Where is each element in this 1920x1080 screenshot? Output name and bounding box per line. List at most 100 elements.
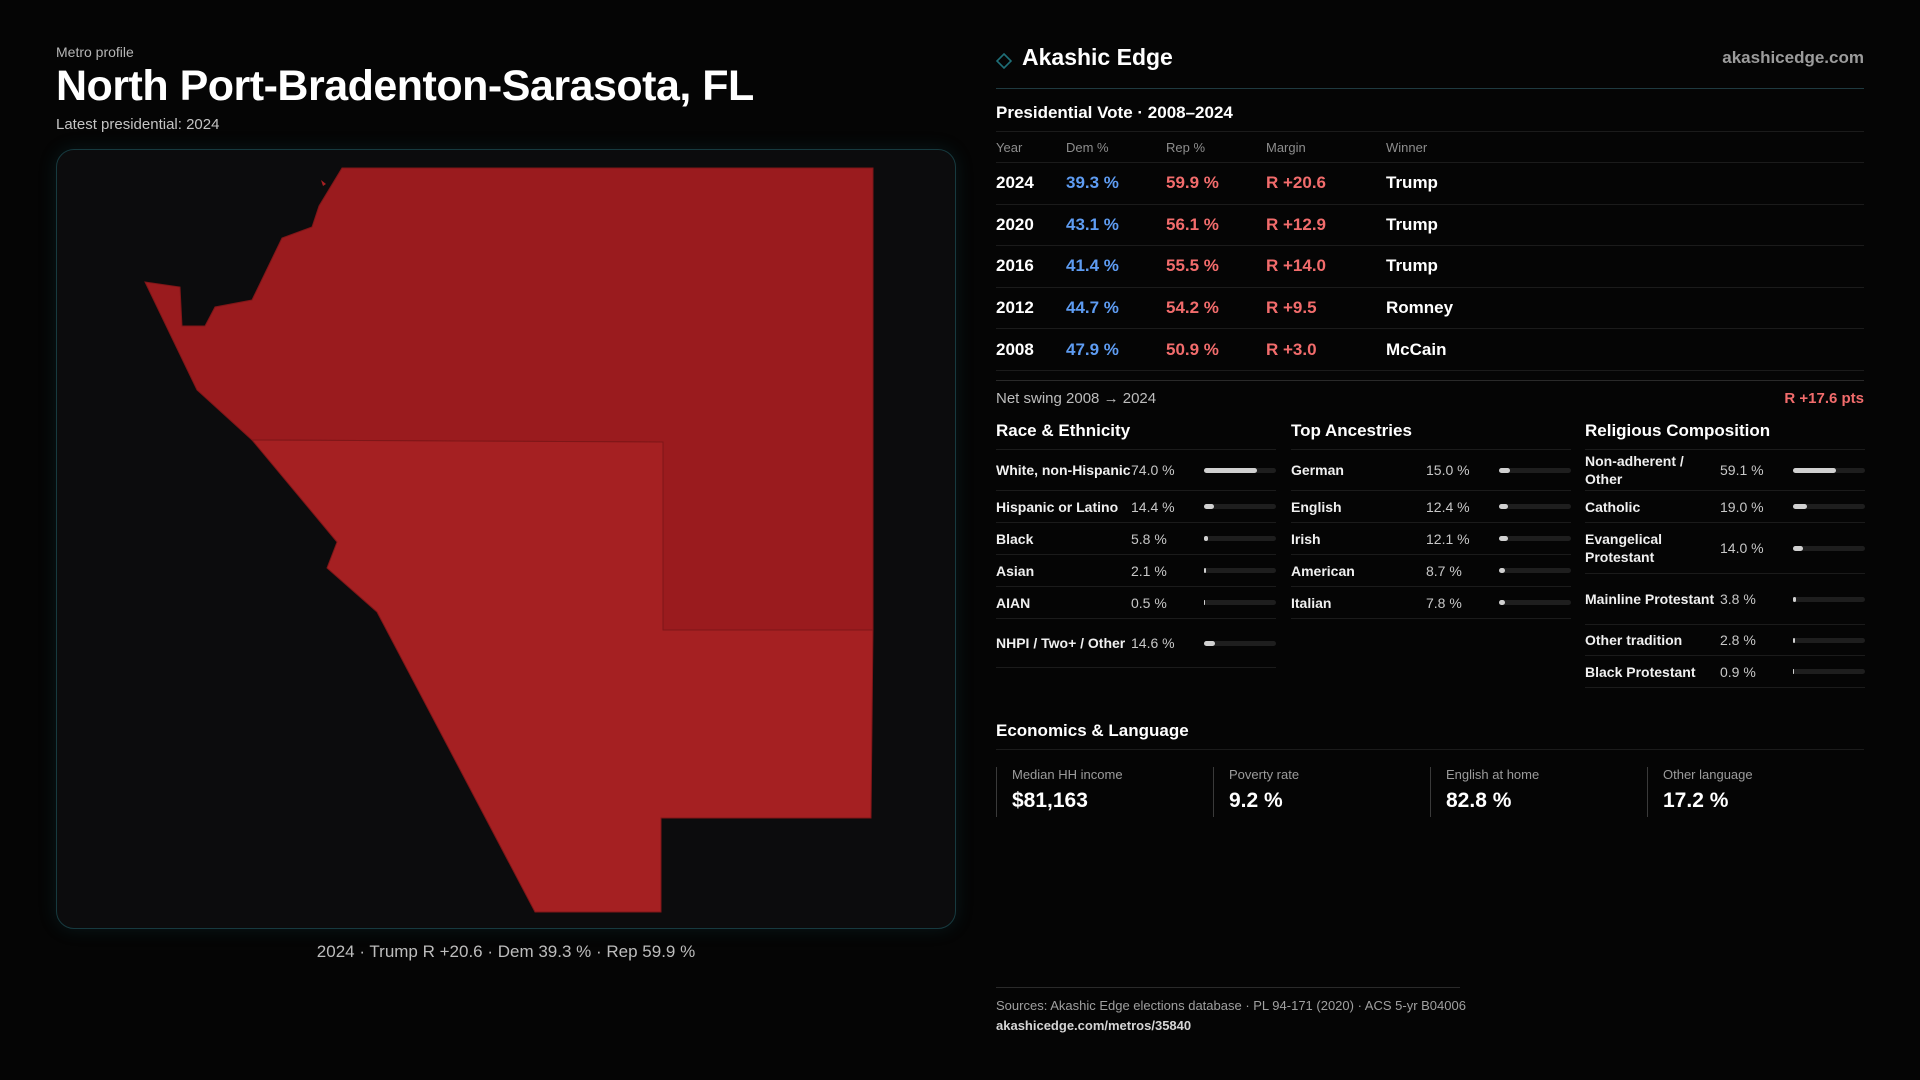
page-subtitle: Latest presidential: 2024 [56, 116, 220, 133]
list-item: NHPI / Two+ / Other 14.6 % [996, 619, 1276, 668]
table-row: 2016 41.4 % 55.5 % R +14.0 Trump [996, 246, 1864, 288]
table-row: 2012 44.7 % 54.2 % R +9.5 Romney [996, 288, 1864, 330]
item-bar [1793, 596, 1865, 602]
cell-dem: 44.7 % [1066, 298, 1119, 318]
list-item: Hispanic or Latino 14.4 % [996, 491, 1276, 523]
item-pct: 14.4 % [1131, 498, 1175, 515]
list-item: Non-adherent / Other 59.1 % [1585, 450, 1865, 491]
cell-year: 2012 [996, 298, 1034, 318]
sources-divider [996, 987, 1460, 988]
item-bar-fill [1499, 467, 1510, 473]
vote-table-header: Year Dem % Rep % Margin Winner [996, 131, 1864, 163]
kpi-value: 9.2 % [1229, 789, 1283, 812]
item-pct: 5.8 % [1131, 530, 1167, 547]
economics-kpis: Median HH income $81,163 Poverty rate 9.… [996, 767, 1864, 817]
kpi-median-income: Median HH income $81,163 [996, 767, 1213, 817]
item-name: Black Protestant [1585, 663, 1696, 680]
page-kicker: Metro profile [56, 44, 134, 60]
item-bar [1499, 600, 1571, 605]
cell-margin: R +12.9 [1266, 214, 1327, 234]
source-link[interactable]: akashicedge.com/metros/35840 [996, 1018, 1192, 1033]
item-pct: 0.9 % [1720, 663, 1756, 680]
item-pct: 14.6 % [1131, 635, 1175, 651]
vote-section-title: Presidential Vote · 2008–2024 [996, 103, 1233, 122]
kpi-other-language: Other language 17.2 % [1647, 767, 1864, 817]
net-swing-label: Net swing 2008 → 2024 [996, 390, 1157, 407]
net-swing-value: R +17.6 pts [1784, 390, 1864, 407]
item-name: Black [996, 530, 1034, 547]
item-bar [1793, 504, 1865, 509]
item-bar [1204, 600, 1276, 605]
list-item: AIAN 0.5 % [996, 587, 1276, 619]
header-divider [996, 88, 1864, 89]
item-pct: 12.4 % [1426, 498, 1470, 515]
cell-winner: Trump [1386, 173, 1438, 193]
religion-section: Religious Composition Non-adherent / Oth… [1585, 421, 1865, 688]
list-item: Catholic 19.0 % [1585, 491, 1865, 523]
sources-text: Sources: Akashic Edge elections database… [996, 998, 1466, 1013]
item-bar [1204, 568, 1276, 573]
item-name: Non-adherent / Other [1585, 453, 1684, 487]
item-pct: 14.0 % [1720, 540, 1764, 556]
item-name: American [1291, 562, 1355, 579]
brand-name: Akashic Edge [1022, 44, 1173, 70]
item-bar [1499, 504, 1571, 509]
cell-winner: McCain [1386, 339, 1447, 359]
kpi-label: Other language [1663, 767, 1753, 782]
item-bar [1793, 467, 1865, 473]
item-bar-fill [1793, 669, 1795, 674]
item-name: Mainline Protestant [1585, 591, 1715, 607]
brand-url[interactable]: akashicedge.com [1722, 48, 1864, 67]
item-name: Other tradition [1585, 632, 1683, 648]
item-pct: 74.0 % [1131, 462, 1175, 478]
item-name: NHPI / Two+ / Other [996, 635, 1126, 651]
list-item: White, non-Hispanic 74.0 % [996, 450, 1276, 491]
col-year: Year [996, 139, 1023, 155]
list-item: Asian 2.1 % [996, 555, 1276, 587]
ancestry-section-title: Top Ancestries [1291, 421, 1571, 450]
ancestry-section: Top Ancestries German 15.0 % English 12.… [1291, 421, 1571, 619]
item-bar [1204, 536, 1276, 541]
item-bar-fill [1793, 467, 1836, 473]
item-bar [1499, 467, 1571, 473]
item-bar-fill [1204, 504, 1215, 509]
list-item: Black 5.8 % [996, 523, 1276, 555]
cell-margin: R +14.0 [1266, 256, 1327, 276]
item-pct: 15.0 % [1426, 462, 1470, 478]
kpi-value: $81,163 [1012, 789, 1088, 812]
list-item: American 8.7 % [1291, 555, 1571, 587]
cell-rep: 50.9 % [1166, 339, 1219, 359]
county-lower[interactable] [250, 439, 874, 913]
item-bar [1499, 536, 1571, 541]
island-speck [321, 180, 326, 186]
item-pct: 59.1 % [1720, 462, 1764, 478]
item-bar-fill [1499, 504, 1508, 509]
item-bar [1204, 467, 1276, 473]
col-margin: Margin [1266, 139, 1306, 155]
cell-dem: 47.9 % [1066, 339, 1119, 359]
kpi-english-at-home: English at home 82.8 % [1430, 767, 1647, 817]
col-rep: Rep % [1166, 139, 1206, 155]
metro-map [144, 167, 874, 913]
cell-dem: 43.1 % [1066, 214, 1119, 234]
kpi-value: 82.8 % [1446, 789, 1512, 812]
item-bar [1793, 545, 1865, 551]
item-name: English [1291, 498, 1342, 515]
table-row: 2008 47.9 % 50.9 % R +3.0 McCain [996, 329, 1864, 371]
item-pct: 2.1 % [1131, 562, 1167, 579]
cell-rep: 55.5 % [1166, 256, 1219, 276]
item-bar [1793, 637, 1865, 643]
cell-margin: R +3.0 [1266, 339, 1317, 359]
cell-winner: Romney [1386, 298, 1454, 318]
item-name: Italian [1291, 594, 1332, 611]
item-pct: 2.8 % [1720, 632, 1756, 648]
cell-winner: Trump [1386, 214, 1438, 234]
list-item: Other tradition 2.8 % [1585, 625, 1865, 656]
item-name: White, non-Hispanic [996, 462, 1131, 478]
item-name: German [1291, 462, 1344, 478]
item-bar-fill [1204, 600, 1206, 605]
cell-dem: 39.3 % [1066, 173, 1119, 193]
list-item: German 15.0 % [1291, 450, 1571, 491]
table-row: 2024 39.3 % 59.9 % R +20.6 Trump [996, 163, 1864, 205]
item-name: Asian [996, 562, 1035, 579]
